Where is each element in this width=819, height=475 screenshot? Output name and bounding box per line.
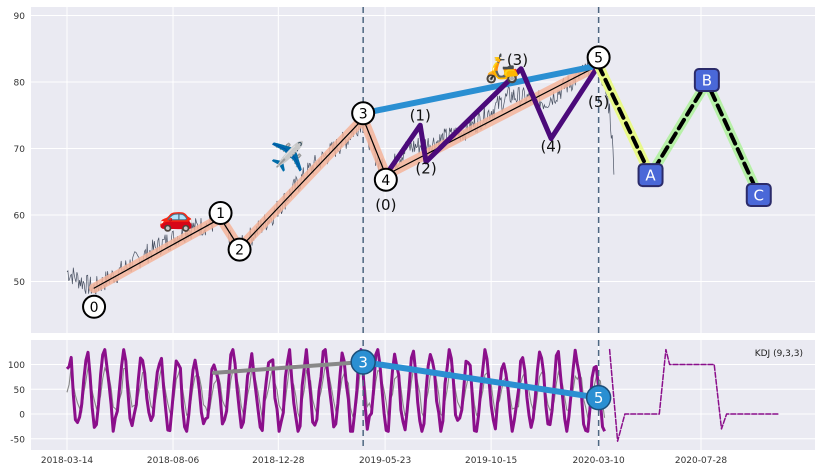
kdj-y-tick-label: -50 xyxy=(10,435,25,445)
kdj-y-tick-label: 100 xyxy=(8,361,25,371)
price-panel-background xyxy=(31,7,815,333)
price-y-tick-label: 90 xyxy=(14,12,26,22)
wave-marker-circle xyxy=(208,201,233,226)
impulse-trend-line xyxy=(93,64,600,289)
x-tick-label: 2020-07-28 xyxy=(675,456,728,466)
sub-wave-label: (3) xyxy=(507,51,528,69)
price-panel: 50 60 70 80 90 0 1 2 3 4 5 (0) (1) (2) (3) (4) (5) A B C 🚗 ✈️… xyxy=(14,7,815,333)
wave-marker-label: 1 xyxy=(216,206,225,222)
price-y-tick-label: 60 xyxy=(14,212,26,222)
wave-marker-label: 3 xyxy=(359,106,368,122)
sub-wave-label: (5) xyxy=(588,93,609,111)
correction-wave-label: B xyxy=(702,72,712,90)
correction-wave-box xyxy=(693,68,720,93)
wave-marker-label: 2 xyxy=(235,243,244,259)
sub-wave-label: (4) xyxy=(540,138,561,156)
x-tick-label: 2018-03-14 xyxy=(41,456,94,466)
kdj-wave-marker-label: 3 xyxy=(358,354,368,372)
projection-dashed-line xyxy=(596,63,761,198)
wave-3-to-5-line xyxy=(360,62,602,117)
wave-marker-circle xyxy=(373,167,398,192)
correction-wave-box xyxy=(745,183,772,208)
wave-marker-circle xyxy=(227,237,252,262)
correction-wave-label: A xyxy=(645,167,656,185)
kdj-wave-marker-circle xyxy=(350,349,376,375)
kdj-y-tick-label: 50 xyxy=(14,386,26,396)
kdj-y-tick-label: 0 xyxy=(19,411,25,421)
kdj-wave-marker-label: 5 xyxy=(594,389,604,407)
sub-wave-line xyxy=(383,62,602,178)
price-y-tick-label: 80 xyxy=(14,79,26,89)
wave-marker-label: 0 xyxy=(90,300,99,316)
wave-marker-label: 4 xyxy=(381,173,390,189)
kdj-trend-segment xyxy=(360,359,602,401)
price-series-line xyxy=(66,53,615,296)
price-y-tick-label: 50 xyxy=(14,278,26,288)
wave-marker-label: 5 xyxy=(594,50,603,66)
correction-wave-label: C xyxy=(754,187,764,205)
emoji-marker-icon: 🛵 xyxy=(485,52,520,85)
x-tick-label: 2019-10-15 xyxy=(465,456,517,466)
kdj-tail-line xyxy=(608,348,779,442)
wave-marker-circle xyxy=(586,45,611,70)
x-tick-label: 2018-08-06 xyxy=(147,456,200,466)
emoji-marker-icon: 🚗 xyxy=(159,200,194,233)
sub-wave-label: (0) xyxy=(375,196,396,214)
kdj-panel-background xyxy=(31,340,815,450)
price-y-tick-label: 70 xyxy=(14,145,26,155)
x-tick-label: 2019-05-23 xyxy=(359,456,411,466)
emoji-marker-icon: ✈️ xyxy=(270,139,305,173)
correction-wave-box xyxy=(637,163,664,188)
wave-marker-circle xyxy=(82,294,107,319)
kdj-legend-label: KDJ (9,3,3) xyxy=(755,349,803,359)
x-tick-label: 2020-03-10 xyxy=(572,456,625,466)
kdj-trend-segment xyxy=(212,360,366,375)
wave-marker-circle xyxy=(351,101,376,126)
sub-wave-label: (2) xyxy=(415,159,436,177)
kdj-panel: -50 0 50 100 2018-03-14 2018-08-06 2018-12-28 2… xyxy=(8,340,815,466)
kdj-k-line xyxy=(65,348,606,433)
sub-wave-label: (1) xyxy=(410,106,431,124)
x-tick-label: 2018-12-28 xyxy=(252,456,305,466)
kdj-wave-marker-circle xyxy=(585,384,612,411)
